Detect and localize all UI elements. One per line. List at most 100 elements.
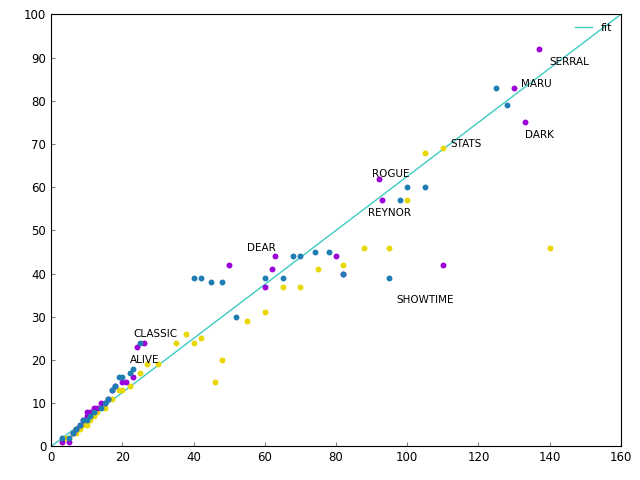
Point — [99, 399, 109, 407]
Point — [103, 395, 113, 403]
Point — [278, 274, 288, 282]
Point — [338, 270, 348, 277]
Text: MARU: MARU — [521, 79, 552, 88]
Point — [85, 412, 95, 420]
Point — [491, 84, 501, 92]
Point — [82, 408, 92, 416]
Point — [57, 438, 67, 446]
Point — [384, 274, 394, 282]
Point — [75, 421, 84, 429]
Text: REYNOR: REYNOR — [368, 208, 411, 218]
Point — [124, 369, 134, 377]
Point — [96, 404, 106, 411]
Point — [60, 434, 70, 442]
Point — [206, 278, 216, 286]
Point — [360, 244, 370, 252]
Point — [196, 274, 206, 282]
Point — [520, 119, 530, 126]
Point — [242, 317, 252, 325]
Point — [260, 309, 270, 316]
Point — [92, 408, 102, 416]
Point — [338, 270, 348, 277]
Point — [295, 252, 305, 260]
Text: SERRAL: SERRAL — [550, 57, 589, 67]
Point — [117, 378, 127, 385]
Point — [107, 386, 117, 394]
Point — [224, 261, 234, 269]
Point — [78, 417, 88, 424]
Point — [82, 417, 92, 424]
Point — [114, 373, 124, 381]
Point — [67, 430, 77, 437]
Point — [82, 412, 92, 420]
Point — [132, 343, 142, 351]
Point — [384, 244, 394, 252]
Point — [75, 421, 84, 429]
Point — [64, 434, 74, 442]
Point — [71, 430, 81, 437]
Point — [99, 404, 109, 411]
Point — [181, 330, 191, 338]
Point — [78, 421, 88, 429]
Text: ROGUE: ROGUE — [372, 169, 409, 179]
Point — [89, 412, 99, 420]
Point — [110, 382, 120, 390]
Point — [278, 283, 288, 290]
Point — [110, 382, 120, 390]
Point — [210, 378, 220, 385]
Point — [377, 196, 387, 204]
Point — [64, 438, 74, 446]
Point — [402, 183, 412, 191]
Point — [64, 434, 74, 442]
Point — [96, 399, 106, 407]
Point — [139, 339, 149, 347]
Point — [71, 425, 81, 433]
Point — [420, 149, 430, 156]
Point — [71, 425, 81, 433]
Point — [534, 45, 544, 53]
Text: SHOWTIME: SHOWTIME — [397, 295, 454, 304]
Point — [295, 283, 305, 290]
Point — [217, 356, 227, 364]
Point — [374, 175, 384, 182]
Point — [71, 425, 81, 433]
Point — [509, 84, 519, 92]
Point — [121, 378, 131, 385]
Point — [310, 248, 320, 256]
Point — [67, 430, 77, 437]
Point — [85, 417, 95, 424]
Point — [124, 382, 134, 390]
Point — [128, 373, 138, 381]
Point — [402, 196, 412, 204]
Point — [117, 386, 127, 394]
Point — [67, 430, 77, 437]
Point — [217, 278, 227, 286]
Point — [438, 261, 448, 269]
Point — [142, 360, 152, 368]
Point — [135, 339, 145, 347]
Text: STATS: STATS — [450, 139, 481, 149]
Point — [57, 438, 67, 446]
Point — [128, 365, 138, 372]
Point — [99, 399, 109, 407]
Point — [89, 408, 99, 416]
Legend: fit: fit — [572, 20, 615, 36]
Point — [75, 425, 84, 433]
Point — [103, 395, 113, 403]
Point — [331, 252, 341, 260]
Point — [117, 373, 127, 381]
Point — [188, 339, 198, 347]
Point — [288, 252, 298, 260]
Point — [438, 144, 448, 152]
Point — [324, 248, 334, 256]
Point — [260, 274, 270, 282]
Point — [107, 386, 117, 394]
Point — [135, 369, 145, 377]
Point — [313, 265, 323, 273]
Text: ALIVE: ALIVE — [129, 355, 159, 365]
Point — [114, 386, 124, 394]
Point — [545, 244, 555, 252]
Point — [502, 101, 512, 109]
Point — [171, 339, 181, 347]
Point — [82, 417, 92, 424]
